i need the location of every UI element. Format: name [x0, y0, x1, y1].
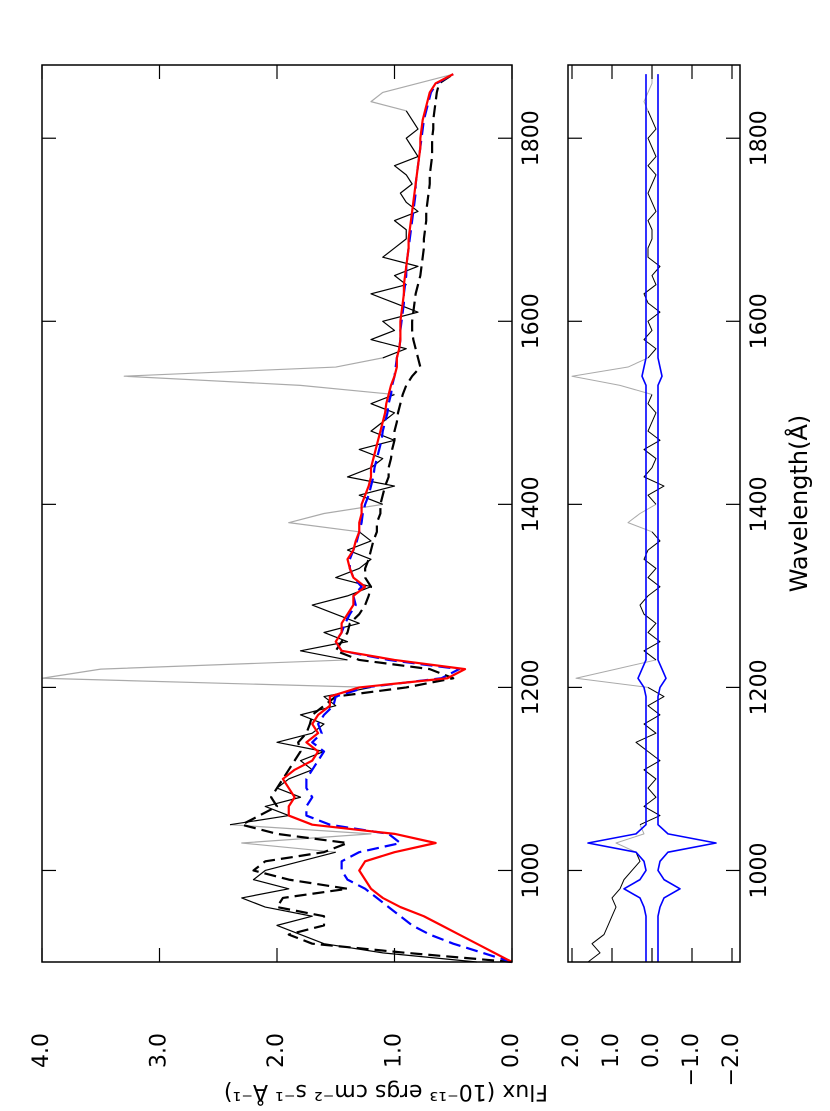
y-tick-label: 1.0 — [382, 1033, 407, 1068]
y-tick-label: 0.0 — [499, 1033, 524, 1068]
y-tick-label: −2.0 — [719, 1033, 744, 1086]
x-tick-label: 1600 — [747, 293, 772, 349]
x-tick-label: 1000 — [747, 842, 772, 898]
x-tick-label: 1200 — [747, 659, 772, 715]
x-tick-label: 1400 — [519, 476, 544, 532]
x-tick-label: 1800 — [747, 110, 772, 166]
axes-frame — [567, 64, 741, 963]
spectrum-line — [571, 74, 657, 853]
y-tick-label: 0.0 — [639, 1033, 664, 1068]
y-tick-label: 1.0 — [599, 1033, 624, 1068]
x-tick-label: 1400 — [747, 476, 772, 532]
y-tick-label: 2.0 — [264, 1033, 289, 1068]
y-tick-label: −1.0 — [679, 1033, 704, 1086]
spectrum-line — [305, 73, 513, 964]
y-tick-label: 2.0 — [559, 1033, 584, 1068]
error-lower — [657, 74, 717, 962]
spectrum-line — [587, 110, 665, 963]
x-axis-label: Wavelength(Å) — [784, 415, 813, 593]
x-tick-label: 1200 — [519, 659, 544, 715]
x-tick-label: 1800 — [519, 110, 544, 166]
spectrum-line — [240, 73, 513, 964]
x-tick-label: 1600 — [519, 293, 544, 349]
spectrum-line — [41, 73, 454, 853]
spectrum-line — [229, 110, 477, 963]
x-tick-label: 1000 — [519, 842, 544, 898]
error-upper — [587, 74, 647, 962]
spectrum-line — [281, 73, 513, 963]
y-tick-label: 3.0 — [147, 1033, 172, 1068]
plot-area: 1000 1200 1400 1600 1800 0.0 1.0 2.0 3.0 4.0 Flux … — [29, 64, 813, 1106]
y-tick-label: 4.0 — [29, 1033, 54, 1068]
y-axis-label: Flux (10⁻¹³ ergs cm⁻² s⁻¹ Å⁻¹) — [224, 1079, 548, 1106]
